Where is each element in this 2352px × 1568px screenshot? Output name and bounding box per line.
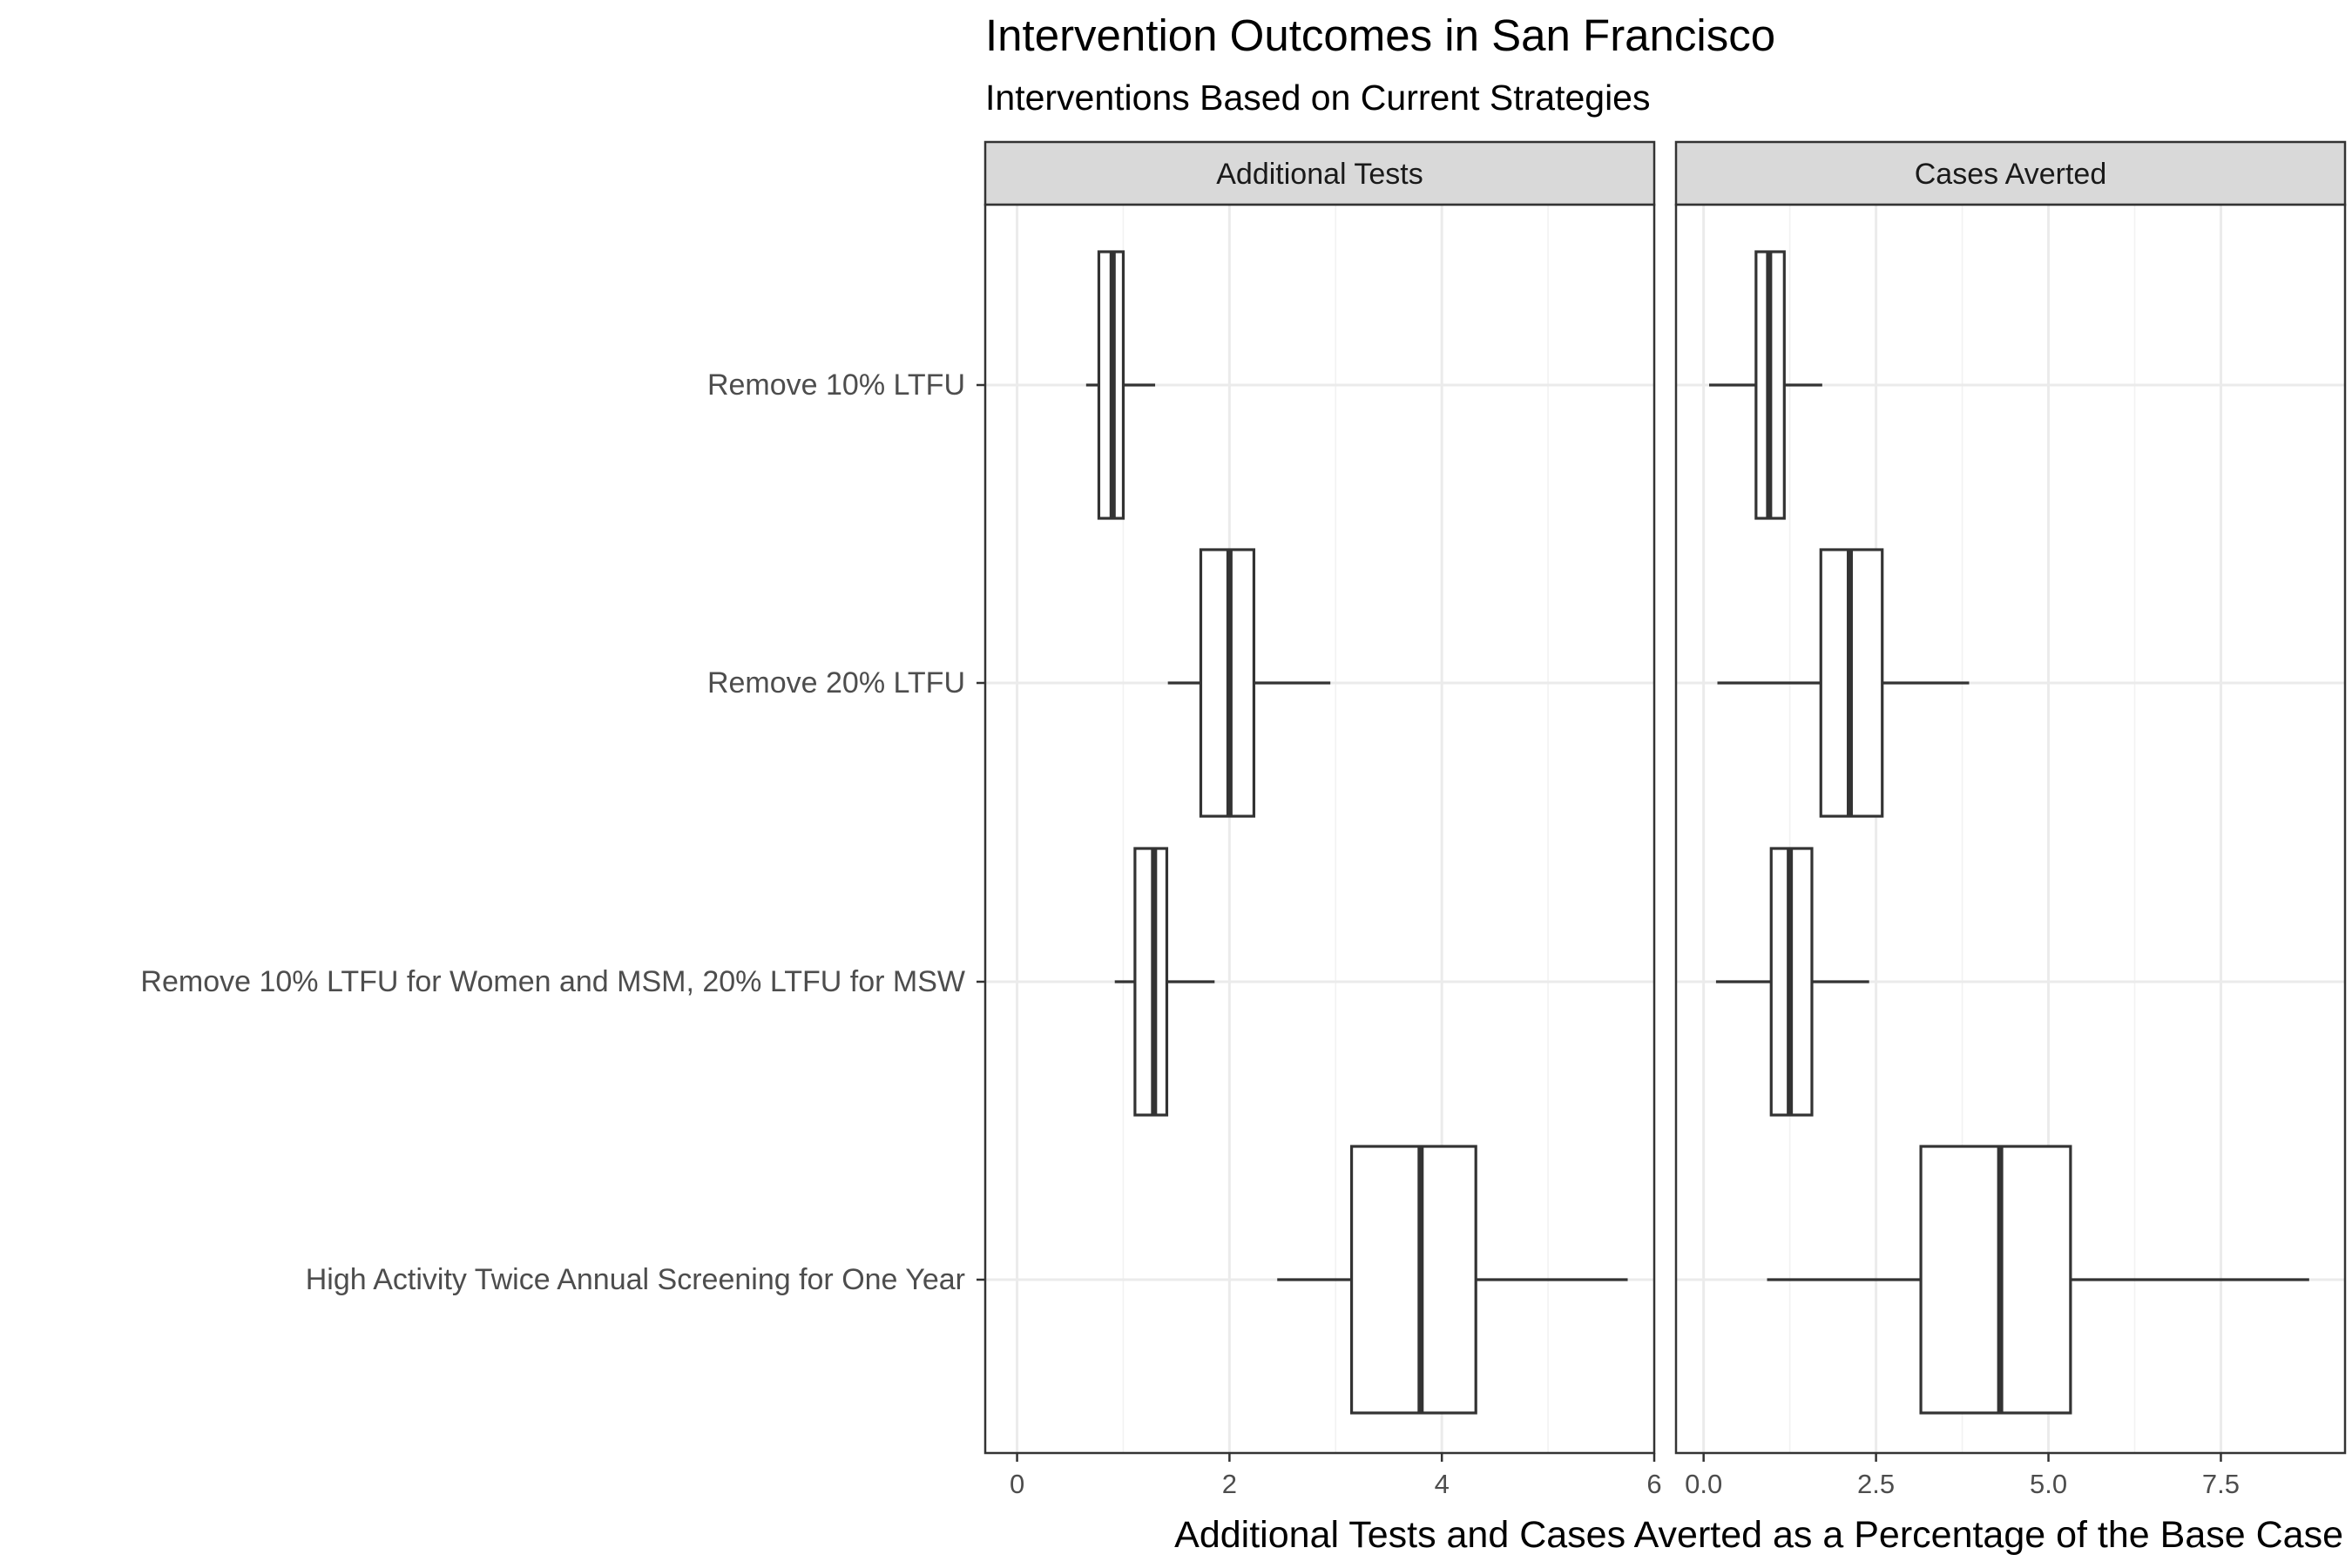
panel-border-additional-tests: [983, 203, 1656, 1455]
x-tick-label: 2: [1222, 1469, 1237, 1499]
y-tick-label: Remove 10% LTFU for Women and MSM, 20% L…: [140, 965, 965, 998]
iqr-box: [1919, 1145, 2072, 1415]
panel-cases-averted: Cases Averted 0.0 2.5 5.0 7.5: [1674, 140, 2347, 1499]
box-cases-averted-remove-20-ltfu: [1717, 548, 1970, 818]
box-additional-tests-high-activity-twice-annual-screening-for-one-year: [1277, 1145, 1628, 1415]
x-tick-label: 7.5: [2202, 1469, 2240, 1499]
x-tick-label: 6: [1646, 1469, 1661, 1499]
strip-label-additional-tests: Additional Tests: [1216, 158, 1423, 191]
box-additional-tests-remove-20-ltfu: [1167, 548, 1331, 818]
chart-title: Intervention Outcomes in San Francisco: [985, 10, 1775, 60]
strip-label-cases-averted: Cases Averted: [1915, 158, 2107, 191]
panels-group: Additional Tests 0 2 4 6 Cases Averted 0.0 2.5 5…: [983, 140, 2347, 1499]
strip-cases-averted: [1674, 140, 2347, 206]
x-tick-label: 0: [1010, 1469, 1024, 1499]
panel-border-cases-averted: [1674, 203, 2347, 1455]
y-tick-label: Remove 20% LTFU: [707, 666, 965, 700]
box-additional-tests-remove-10-ltfu: [1085, 250, 1156, 520]
panel-additional-tests: Additional Tests 0 2 4 6: [983, 140, 1662, 1499]
x-axis-label: Additional Tests and Cases Averted as a …: [1174, 1514, 2343, 1556]
x-tick-label: 5.0: [2030, 1469, 2067, 1499]
strip-additional-tests: [983, 140, 1656, 206]
box-additional-tests-remove-10-ltfu-for-women-and-msm-20-ltfu-for-msw: [1114, 847, 1215, 1117]
y-tick-label: Remove 10% LTFU: [707, 368, 965, 402]
chart-subtitle: Interventions Based on Current Strategie…: [985, 78, 1651, 118]
box-cases-averted-high-activity-twice-annual-screening-for-one-year: [1767, 1145, 2309, 1415]
x-tick-label: 2.5: [1857, 1469, 1895, 1499]
x-tick-label: 0.0: [1685, 1469, 1722, 1499]
iqr-box: [1133, 847, 1169, 1117]
x-tick-label: 4: [1435, 1469, 1450, 1499]
iqr-box: [1349, 1145, 1477, 1415]
plot-area-additional-tests: [985, 205, 1654, 1453]
y-tick-label: High Activity Twice Annual Screening for…: [306, 1263, 965, 1296]
box-cases-averted-remove-10-ltfu: [1709, 250, 1822, 520]
y-axis-labels: Remove 10% LTFU Remove 20% LTFU Remove 10%…: [140, 368, 985, 1296]
box-cases-averted-remove-10-ltfu-for-women-and-msm-20-ltfu-for-msw: [1715, 847, 1869, 1117]
